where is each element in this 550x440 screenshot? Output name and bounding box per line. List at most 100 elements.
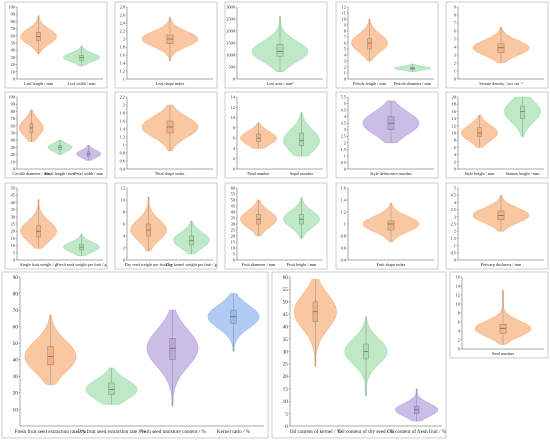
x-category-label: Sepal number <box>290 171 314 176</box>
y-tick-label: 1 <box>344 153 346 158</box>
y-tick-label: 0.4 <box>120 166 126 171</box>
y-tick-label: 2 <box>233 156 235 161</box>
x-category-label: Style dehiscence number <box>370 171 412 176</box>
y-tick-label: 20 <box>11 152 15 157</box>
y-tick-label: 1 <box>454 243 456 248</box>
x-category-label: Fresh seed moisture content / % <box>139 429 206 435</box>
y-tick-label: 2 <box>458 337 460 342</box>
y-tick-label: 2 <box>454 60 456 65</box>
x-category-label: Oil content of kernel / % <box>290 428 342 435</box>
y-tick-label: 1.2 <box>120 68 125 73</box>
y-tick-label: 1.6 <box>120 118 125 123</box>
y-tick-label: 0.8 <box>120 150 125 155</box>
y-tick-label: 1 <box>123 76 125 81</box>
y-tick-label: 1.5 <box>451 236 456 241</box>
y-tick-label: 50 <box>231 197 235 202</box>
y-tick-label: 0.5 <box>451 250 456 255</box>
y-tick-label: 10 <box>456 301 460 306</box>
x-category-label: Leaf width / mm <box>67 81 96 86</box>
y-tick-label: 35 <box>231 215 235 220</box>
box-petiole-length-mm <box>367 38 372 50</box>
y-tick-label: 1.4 <box>120 60 126 65</box>
x-category-label: Leaf area / mm² <box>267 81 294 86</box>
x-category-label: Fresh fruit seed extraction rate / % <box>15 428 87 435</box>
box-sepal-number <box>299 132 304 147</box>
y-tick-label: 4 <box>458 328 461 333</box>
y-tick-label: 45 <box>11 193 15 198</box>
violin-panel-8: 0 2 4 6 8 10 12 14 Petal number Sepal number <box>224 91 328 179</box>
y-tick-label: 45 <box>283 312 289 318</box>
y-tick-label: 5 <box>344 46 346 51</box>
y-tick-label: 10 <box>11 69 15 74</box>
y-tick-label: 0 <box>233 257 235 262</box>
y-tick-label: 0 <box>233 76 235 81</box>
y-tick-label: 8 <box>344 28 346 33</box>
y-tick-label: 8 <box>233 125 235 130</box>
y-tick-label: 10 <box>13 407 19 413</box>
y-tick-label: 12 <box>121 185 125 190</box>
box-style-height-mm <box>477 127 482 137</box>
y-tick-label: 1.4 <box>120 126 126 131</box>
y-tick-label: 0.4 <box>341 257 347 262</box>
y-tick-label: 0.5 <box>341 160 346 165</box>
y-tick-label: 70 <box>11 116 15 121</box>
y-tick-label: 1.4 <box>341 197 347 202</box>
x-category-label: Petal shape index <box>155 171 185 176</box>
y-tick-label: 70 <box>11 26 15 31</box>
x-category-label: Dry fruit seed extraction rate / % <box>77 428 146 435</box>
y-tick-label: 80 <box>11 109 15 114</box>
x-category-label: Single fruit weight / g <box>20 262 58 267</box>
y-tick-label: 0 <box>344 166 346 171</box>
y-tick-label: 90 <box>13 275 19 281</box>
y-tick-label: 50 <box>283 300 289 306</box>
x-category-label: Dry kernel weight per fruit / g <box>166 262 217 267</box>
y-tick-label: 80 <box>13 291 19 297</box>
y-tick-label: 6 <box>454 145 456 150</box>
y-tick-label: 2 <box>123 36 125 41</box>
y-tick-label: 100 <box>9 4 15 9</box>
y-tick-label: 16 <box>456 274 460 279</box>
y-tick-label: 2.8 <box>120 4 125 9</box>
x-category-label: Stamen height / mm <box>506 171 541 176</box>
y-tick-label: 1 <box>454 68 456 73</box>
violin-panel-14: 0.4 0.6 0.8 1 1.2 1.4 1.6 Fruit shape index <box>335 182 439 270</box>
y-tick-label: 0.6 <box>120 158 125 163</box>
x-category-label: Fruit height / mm <box>287 262 317 267</box>
y-tick-label: 6 <box>233 136 235 141</box>
y-tick-label: 12 <box>231 105 235 110</box>
y-tick-label: 2.5 <box>451 221 456 226</box>
y-tick-label: 1000 <box>226 52 234 57</box>
y-tick-label: 20 <box>11 229 15 234</box>
y-tick-label: 0 <box>454 76 456 81</box>
y-tick-label: 9 <box>454 4 456 9</box>
y-tick-label: 0.6 <box>341 245 346 250</box>
y-tick-label: 90 <box>11 12 15 17</box>
x-category-label: Style height / mm <box>465 171 496 176</box>
x-category-label: Petiole diameter / mm <box>394 81 432 86</box>
y-tick-label: 4 <box>454 200 457 205</box>
y-tick-label: 2 <box>123 102 125 107</box>
y-tick-label: 5 <box>233 251 235 256</box>
y-tick-label: 6 <box>344 40 346 45</box>
violin-panel-1: 0 10 20 30 40 50 60 70 80 90 100 Leaf length / mm Le… <box>4 1 108 89</box>
y-tick-label: 50 <box>11 40 15 45</box>
y-tick-label: 40 <box>13 358 19 364</box>
y-tick-label: 80 <box>11 19 15 24</box>
y-tick-label: 1.2 <box>341 209 346 214</box>
violin-panel-17: 0 5 10 15 20 25 30 35 40 45 50 55 60 Oil content of k… <box>271 271 447 439</box>
y-tick-label: 4 <box>233 146 236 151</box>
x-category-label: Oil content of dry seed / % <box>338 428 395 435</box>
y-tick-label: 60 <box>283 275 289 281</box>
box-stamen-height-mm <box>520 105 525 119</box>
x-category-label: Dry seed weight per fruit / g <box>125 262 173 267</box>
y-tick-label: 3 <box>454 52 456 57</box>
x-category-label: Serrate density / pcs cm⁻¹ <box>479 81 523 86</box>
y-tick-label: 50 <box>11 130 15 135</box>
y-tick-label: 14 <box>452 116 457 121</box>
y-tick-label: 2.2 <box>120 28 125 33</box>
y-tick-label: 3 <box>344 127 346 132</box>
box-leaf-width-mm <box>79 55 84 61</box>
violin-panel-16: 10 20 30 40 50 60 70 80 90 Fresh fruit seed extra… <box>1 271 269 439</box>
